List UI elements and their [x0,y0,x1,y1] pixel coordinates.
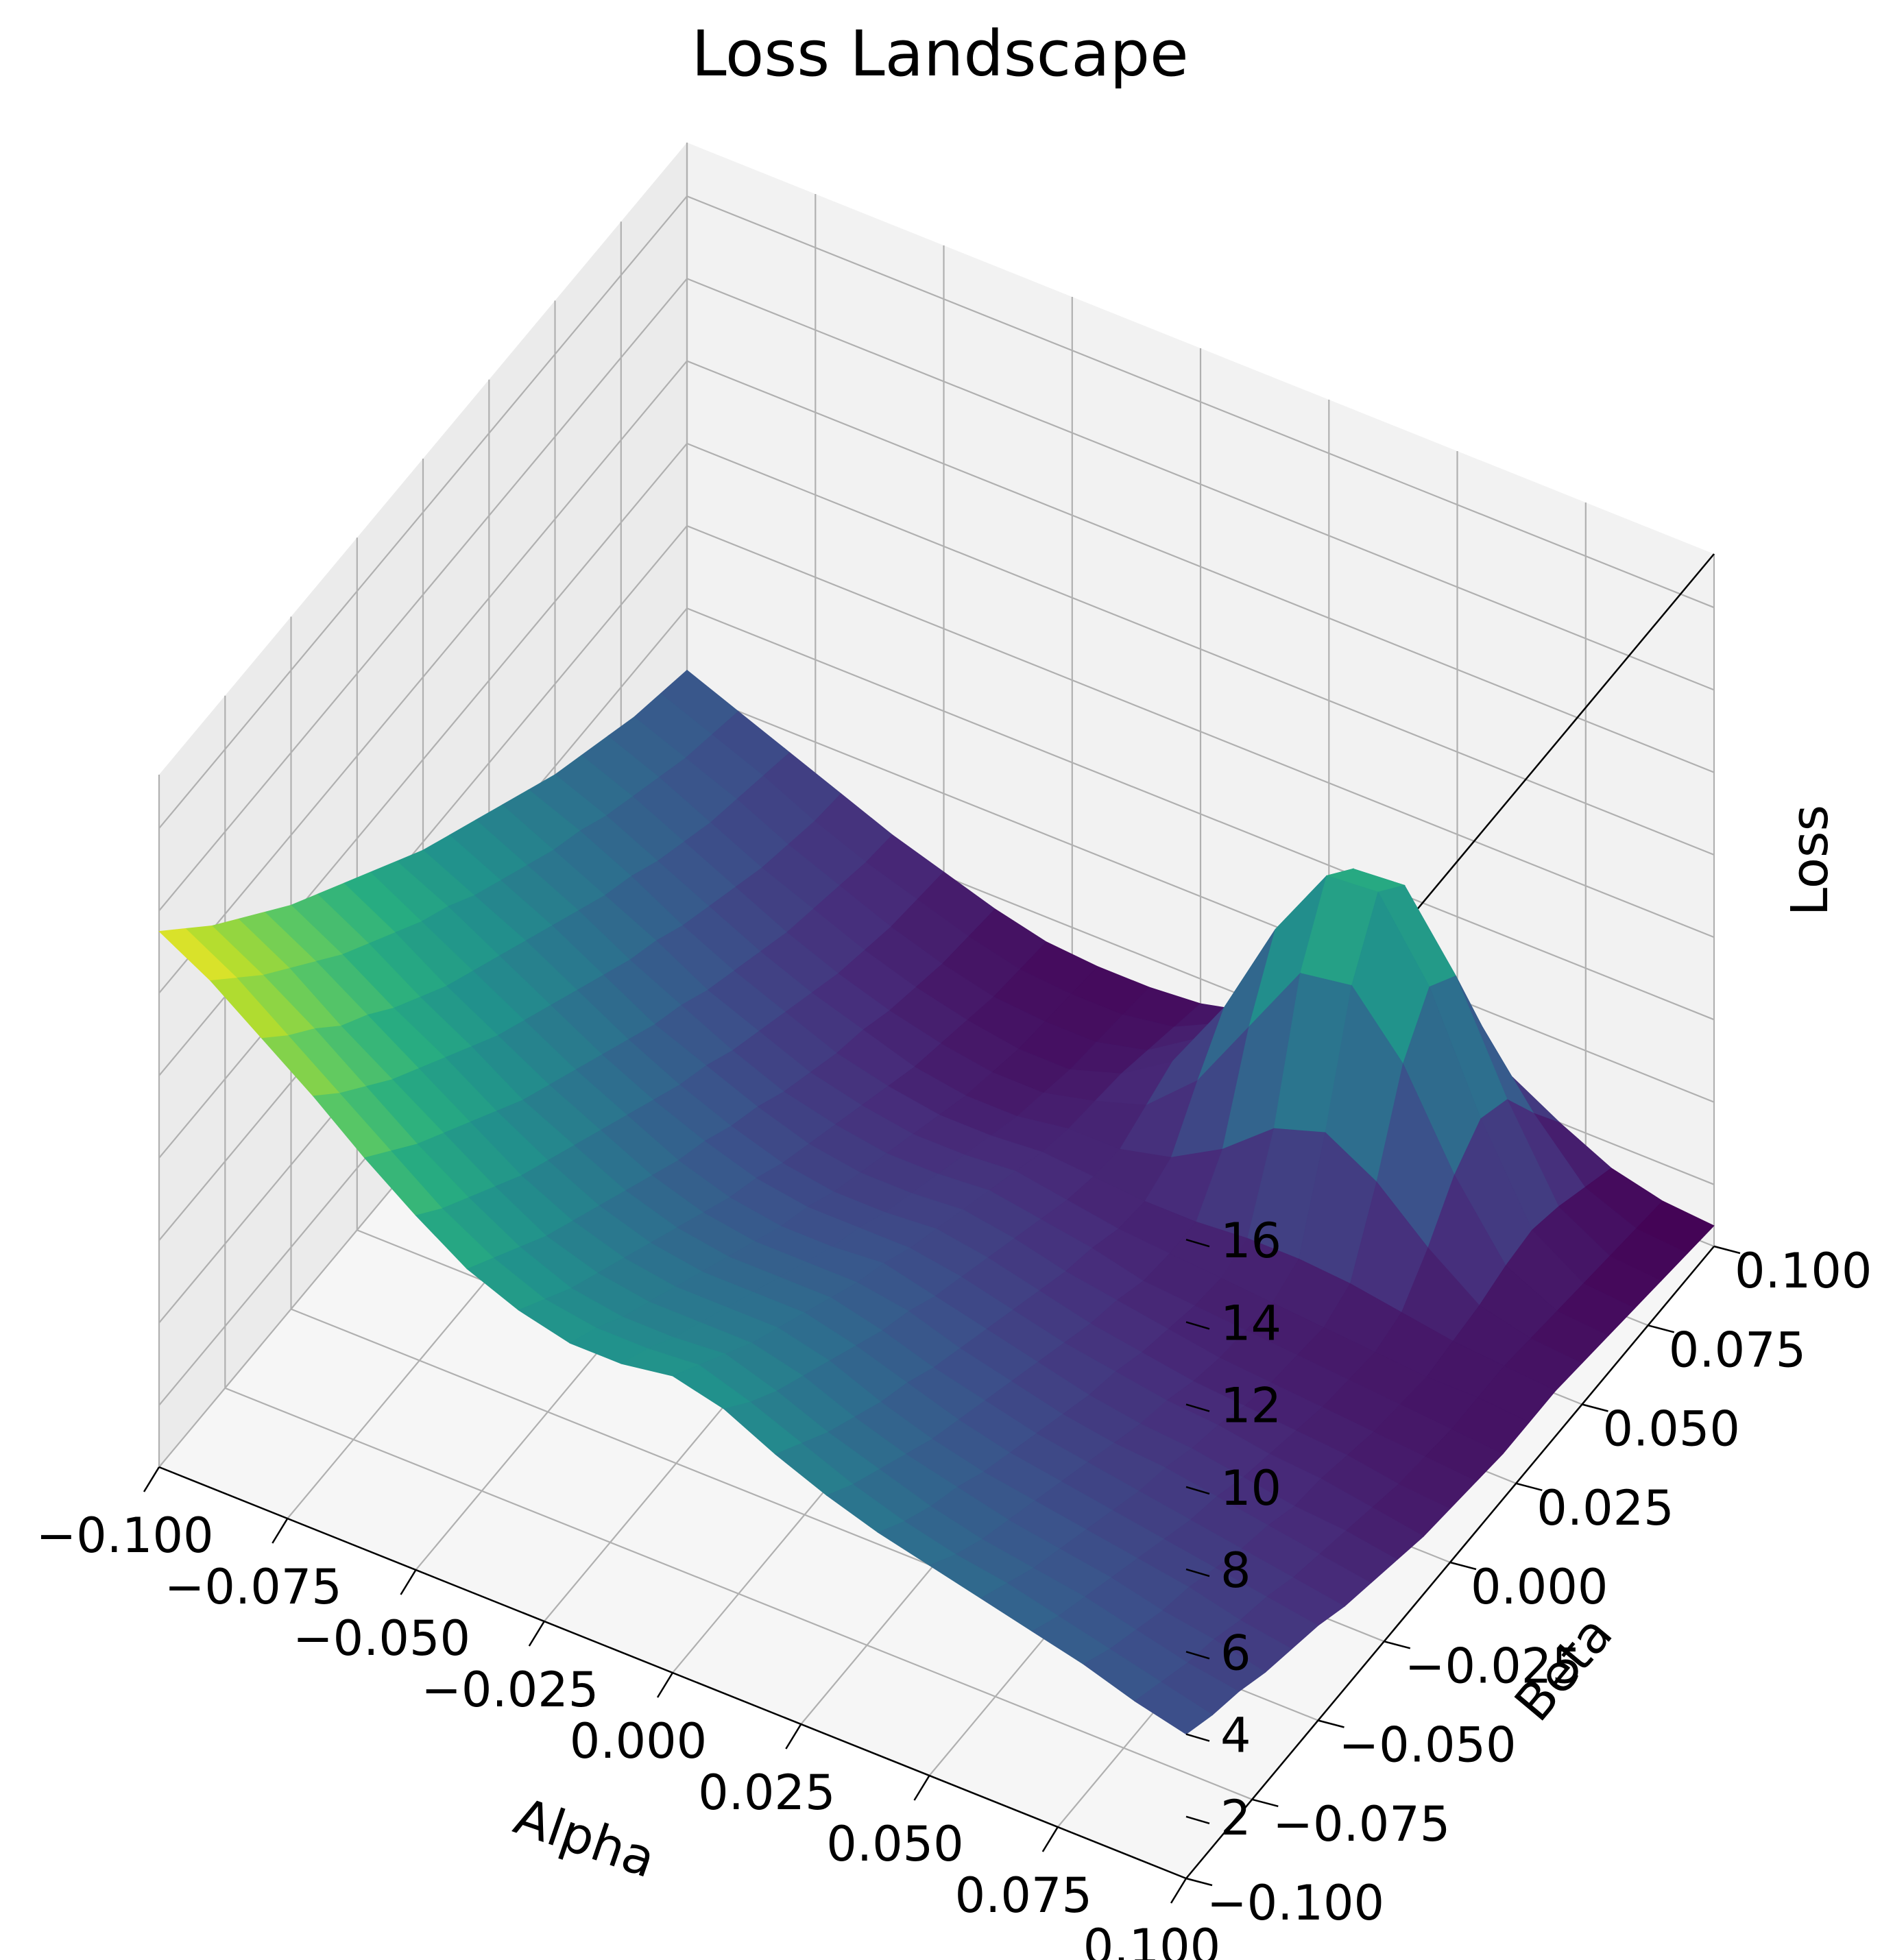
loss-tick-label: 14 [1220,1295,1281,1351]
beta-tick [1185,1877,1213,1887]
beta-tick-label: −0.100 [1207,1875,1384,1931]
loss-tick-label: 2 [1220,1790,1251,1846]
alpha-tick-label: 0.025 [698,1765,835,1821]
alpha-tick [528,1621,545,1647]
alpha-tick [1041,1826,1059,1852]
loss-tick-label: 6 [1220,1625,1251,1681]
alpha-tick [143,1466,160,1492]
alpha-tick-label: −0.025 [421,1662,599,1718]
beta-tick-label: −0.050 [1339,1717,1517,1774]
loss-tick-label: 8 [1220,1542,1251,1599]
alpha-tick [1170,1878,1187,1904]
alpha-tick-label: 0.000 [570,1713,707,1769]
loss-gridline [158,195,1715,829]
loss-tick-label: 4 [1220,1708,1251,1764]
loss-tick-label: 10 [1220,1460,1281,1516]
beta-tick-labels: −0.100 −0.075 −0.050 −0.025 0.000 0.025 0.050 0… [1207,1243,1872,1931]
alpha-tick [913,1775,930,1801]
beta-tick-label: −0.025 [1405,1638,1582,1694]
beta-tick-label: 0.075 [1669,1322,1806,1378]
beta-tick [1713,1245,1741,1255]
beta-tick [1449,1561,1477,1571]
loss-tick [1185,1403,1210,1412]
loss-gridline [158,442,1715,1076]
loss-tick [1185,1651,1210,1660]
loss-tick-labels: 2 4 6 8 10 12 14 16 [1220,1213,1281,1846]
beta-tick-label: 0.100 [1735,1243,1872,1299]
loss-gridline [158,278,1715,912]
alpha-tick-label: −0.075 [165,1559,342,1615]
alpha-tick-label: −0.100 [36,1508,213,1564]
loss-axis-label: Loss [1781,805,1840,916]
alpha-tick-label: 0.100 [1083,1919,1220,1960]
alpha-tick [656,1672,674,1698]
alpha-tick-label: −0.050 [293,1610,470,1667]
loss-tick [1185,1568,1210,1577]
alpha-tick-label: 0.050 [826,1816,963,1872]
loss-tick [1185,1733,1210,1742]
alpha-tick [272,1518,289,1544]
loss-gridline [158,360,1715,994]
beta-tick-label: 0.025 [1536,1480,1674,1536]
alpha-tick-label: 0.075 [955,1867,1092,1924]
beta-tick [1582,1403,1608,1412]
tick-marks [143,1239,1741,1904]
beta-tick [1648,1324,1675,1333]
alpha-tick-labels: −0.100−0.075−0.050−0.0250.0000.0250.0500… [36,1508,1220,1960]
chart-title: Loss Landscape [691,17,1188,90]
loss-tick [1185,1815,1210,1824]
loss-tick [1185,1321,1210,1330]
beta-tick-label: −0.075 [1273,1796,1450,1852]
beta-tick-label: 0.050 [1603,1401,1740,1457]
alpha-tick [785,1723,802,1750]
beta-tick [1318,1719,1345,1728]
loss-tick-label: 12 [1220,1378,1281,1434]
beta-tick [1251,1798,1279,1808]
surface-patch [1134,1682,1214,1735]
alpha-tick [400,1569,417,1595]
beta-tick-label: 0.000 [1471,1559,1608,1615]
beta-tick [1515,1482,1543,1492]
loss-tick [1185,1486,1210,1495]
loss-tick [1185,1239,1210,1248]
loss-surface [158,669,1715,1735]
beta-tick [1384,1641,1411,1649]
loss-tick-label: 16 [1220,1213,1281,1269]
